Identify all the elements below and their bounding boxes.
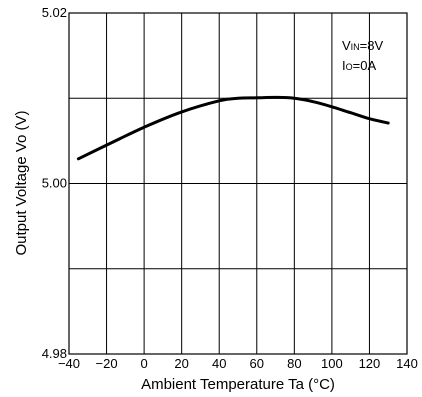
x-tick-label: −40 <box>58 356 80 371</box>
series-line-output-voltage <box>76 95 390 161</box>
x-tick-label: 0 <box>140 356 147 371</box>
x-tick-label: 120 <box>359 356 381 371</box>
grid <box>69 13 407 354</box>
y-tick-labels: 5.02 5.00 4.98 <box>42 5 67 361</box>
x-axis-title: Ambient Temperature Ta (°C) <box>141 376 335 393</box>
x-tick-label: 40 <box>212 356 226 371</box>
y-tick-label: 5.00 <box>42 176 67 191</box>
x-tick-label: 20 <box>174 356 188 371</box>
y-axis-title: Output Voltage Vo (V) <box>13 110 30 255</box>
y-tick-label: 4.98 <box>42 346 67 361</box>
plot-frame <box>68 12 408 355</box>
x-tick-label: 140 <box>396 356 418 371</box>
x-tick-label: 100 <box>321 356 343 371</box>
annotation-io: IO=0A <box>342 58 376 73</box>
y-tick-label: 5.02 <box>42 5 67 20</box>
x-tick-label: 80 <box>287 356 301 371</box>
x-tick-label: 60 <box>250 356 264 371</box>
x-tick-label: −20 <box>96 356 118 371</box>
x-tick-labels: −40 −20 0 20 40 60 80 100 120 140 <box>58 356 418 371</box>
annotation-vin: VIN=8V <box>342 38 383 53</box>
